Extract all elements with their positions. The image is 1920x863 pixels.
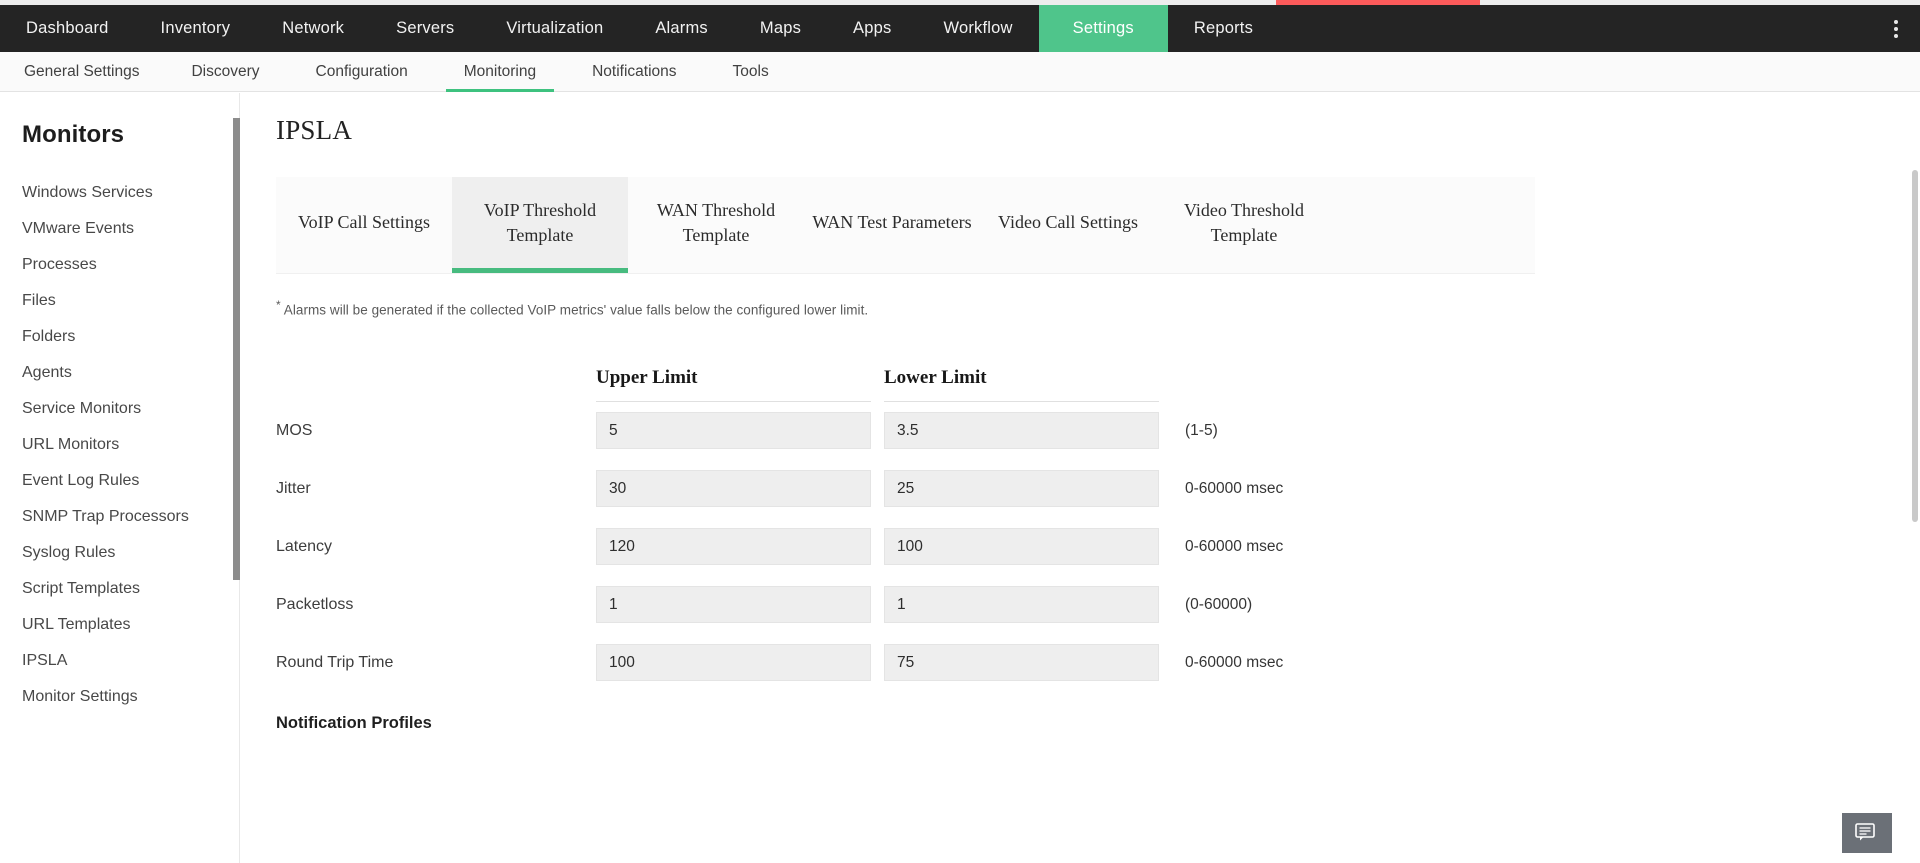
tab-wan-test-parameters[interactable]: WAN Test Parameters (804, 177, 980, 273)
upper-limit-cell-latency (596, 528, 871, 565)
sidebar-item-monitor-settings[interactable]: Monitor Settings (22, 688, 138, 705)
threshold-row-mos: MOS (1-5) (241, 402, 1920, 460)
nav-item-workflow[interactable]: Workflow (943, 19, 1013, 37)
unit-label-latency: 0-60000 msec (1185, 537, 1284, 555)
sidebar-item-agents[interactable]: Agents (22, 364, 72, 381)
subnav-item-discovery[interactable]: Discovery (191, 63, 260, 80)
upper-limit-cell-mos (596, 412, 871, 449)
upper-limit-cell-round-trip-time (596, 644, 871, 681)
main-content: IPSLA VoIP Call Settings VoIP Threshold … (241, 93, 1920, 863)
lower-limit-input-latency[interactable] (884, 528, 1159, 565)
nav-item-alarms[interactable]: Alarms (655, 19, 708, 37)
sidebar-item-list: Windows Services VMware Events Processes… (0, 175, 239, 715)
unit-label-jitter: 0-60000 msec (1185, 479, 1284, 497)
lower-limit-cell-jitter (884, 470, 1159, 507)
row-label-mos: MOS (276, 421, 313, 439)
unit-label-packetloss: (0-60000) (1185, 595, 1253, 613)
top-loading-progress (1276, 0, 1480, 5)
lower-limit-input-jitter[interactable] (884, 470, 1159, 507)
nav-spacer (1279, 5, 1872, 52)
sidebar-title: Monitors (22, 121, 125, 148)
subnav-item-notifications[interactable]: Notifications (592, 63, 677, 80)
nav-item-virtualization[interactable]: Virtualization (506, 19, 604, 37)
lower-limit-input-round-trip-time[interactable] (884, 644, 1159, 681)
nav-item-apps[interactable]: Apps (853, 19, 892, 37)
sidebar-item-script-templates[interactable]: Script Templates (22, 580, 140, 597)
row-label-latency: Latency (276, 537, 333, 555)
tab-wan-threshold-template[interactable]: WAN Threshold Template (628, 177, 804, 273)
nav-item-maps[interactable]: Maps (759, 19, 802, 37)
upper-limit-input-mos[interactable] (596, 412, 871, 449)
top-loading-strip (0, 0, 1920, 5)
threshold-row-packetloss: Packetloss (0-60000) (241, 576, 1920, 634)
nav-item-reports[interactable]: Reports (1193, 19, 1254, 37)
threshold-table-header: Upper Limit Lower Limit (241, 340, 1920, 402)
row-label-jitter: Jitter (276, 479, 311, 497)
page-scrollbar-thumb[interactable] (1912, 170, 1918, 522)
note-text: Alarms will be generated if the collecte… (283, 302, 869, 318)
nav-item-dashboard[interactable]: Dashboard (26, 19, 109, 37)
sidebar-item-syslog-rules[interactable]: Syslog Rules (22, 544, 116, 561)
tab-voip-threshold-template[interactable]: VoIP Threshold Template (452, 177, 628, 273)
upper-limit-input-round-trip-time[interactable] (596, 644, 871, 681)
tab-strip-filler (1332, 177, 1535, 273)
tab-video-threshold-template[interactable]: Video Threshold Template (1156, 177, 1332, 273)
upper-limit-input-jitter[interactable] (596, 470, 871, 507)
threshold-form: Upper Limit Lower Limit MOS (1-5) Jitter… (241, 340, 1920, 692)
lower-limit-cell-mos (884, 412, 1159, 449)
secondary-navigation: General Settings Discovery Configuration… (0, 52, 1920, 92)
upper-limit-input-packetloss[interactable] (596, 586, 871, 623)
sidebar-item-files[interactable]: Files (22, 292, 56, 309)
notification-profiles-heading: Notification Profiles (276, 713, 432, 732)
unit-label-round-trip-time: 0-60000 msec (1185, 653, 1284, 671)
nav-item-servers[interactable]: Servers (396, 19, 455, 37)
header-lower-limit: Lower Limit (884, 367, 1159, 402)
sidebar-item-event-log-rules[interactable]: Event Log Rules (22, 472, 140, 489)
sidebar-item-snmp-trap-processors[interactable]: SNMP Trap Processors (22, 508, 189, 525)
subnav-item-tools[interactable]: Tools (732, 63, 769, 80)
page-title: IPSLA (276, 115, 353, 145)
sidebar-item-service-monitors[interactable]: Service Monitors (22, 400, 142, 417)
threshold-row-round-trip-time: Round Trip Time 0-60000 msec (241, 634, 1920, 692)
lower-limit-cell-packetloss (884, 586, 1159, 623)
sidebar-item-ipsla[interactable]: IPSLA (22, 652, 68, 669)
kebab-menu-icon[interactable] (1872, 5, 1920, 52)
upper-limit-cell-jitter (596, 470, 871, 507)
threshold-note: * Alarms will be generated if the collec… (276, 298, 1920, 318)
nav-item-settings[interactable]: Settings (1038, 5, 1168, 52)
row-label-round-trip-time: Round Trip Time (276, 653, 394, 671)
tab-voip-call-settings[interactable]: VoIP Call Settings (276, 177, 452, 273)
chat-support-icon[interactable] (1842, 813, 1892, 853)
subnav-item-configuration[interactable]: Configuration (315, 63, 408, 80)
sidebar-item-processes[interactable]: Processes (22, 256, 97, 273)
sidebar-item-windows-services[interactable]: Windows Services (22, 184, 153, 201)
row-label-packetloss: Packetloss (276, 595, 354, 613)
upper-limit-input-latency[interactable] (596, 528, 871, 565)
lower-limit-input-mos[interactable] (884, 412, 1159, 449)
nav-item-inventory[interactable]: Inventory (160, 19, 231, 37)
ipsla-tab-strip: VoIP Call Settings VoIP Threshold Templa… (276, 177, 1535, 274)
header-upper-limit: Upper Limit (596, 367, 871, 402)
nav-item-network[interactable]: Network (282, 19, 345, 37)
lower-limit-input-packetloss[interactable] (884, 586, 1159, 623)
sidebar-item-url-monitors[interactable]: URL Monitors (22, 436, 120, 453)
lower-limit-cell-latency (884, 528, 1159, 565)
lower-limit-cell-round-trip-time (884, 644, 1159, 681)
sidebar-item-url-templates[interactable]: URL Templates (22, 616, 131, 633)
upper-limit-cell-packetloss (596, 586, 871, 623)
sidebar-item-folders[interactable]: Folders (22, 328, 76, 345)
note-asterisk: * (276, 298, 281, 312)
threshold-row-jitter: Jitter 0-60000 msec (241, 460, 1920, 518)
threshold-row-latency: Latency 0-60000 msec (241, 518, 1920, 576)
subnav-item-general-settings[interactable]: General Settings (24, 63, 140, 80)
primary-navigation: Dashboard Inventory Network Servers Virt… (0, 5, 1920, 52)
tab-video-call-settings[interactable]: Video Call Settings (980, 177, 1156, 273)
unit-label-mos: (1-5) (1185, 421, 1218, 439)
sidebar: Monitors Windows Services VMware Events … (0, 93, 240, 863)
sidebar-item-vmware-events[interactable]: VMware Events (22, 220, 135, 237)
sidebar-scrollbar-thumb[interactable] (233, 118, 240, 580)
subnav-item-monitoring[interactable]: Monitoring (436, 52, 564, 92)
